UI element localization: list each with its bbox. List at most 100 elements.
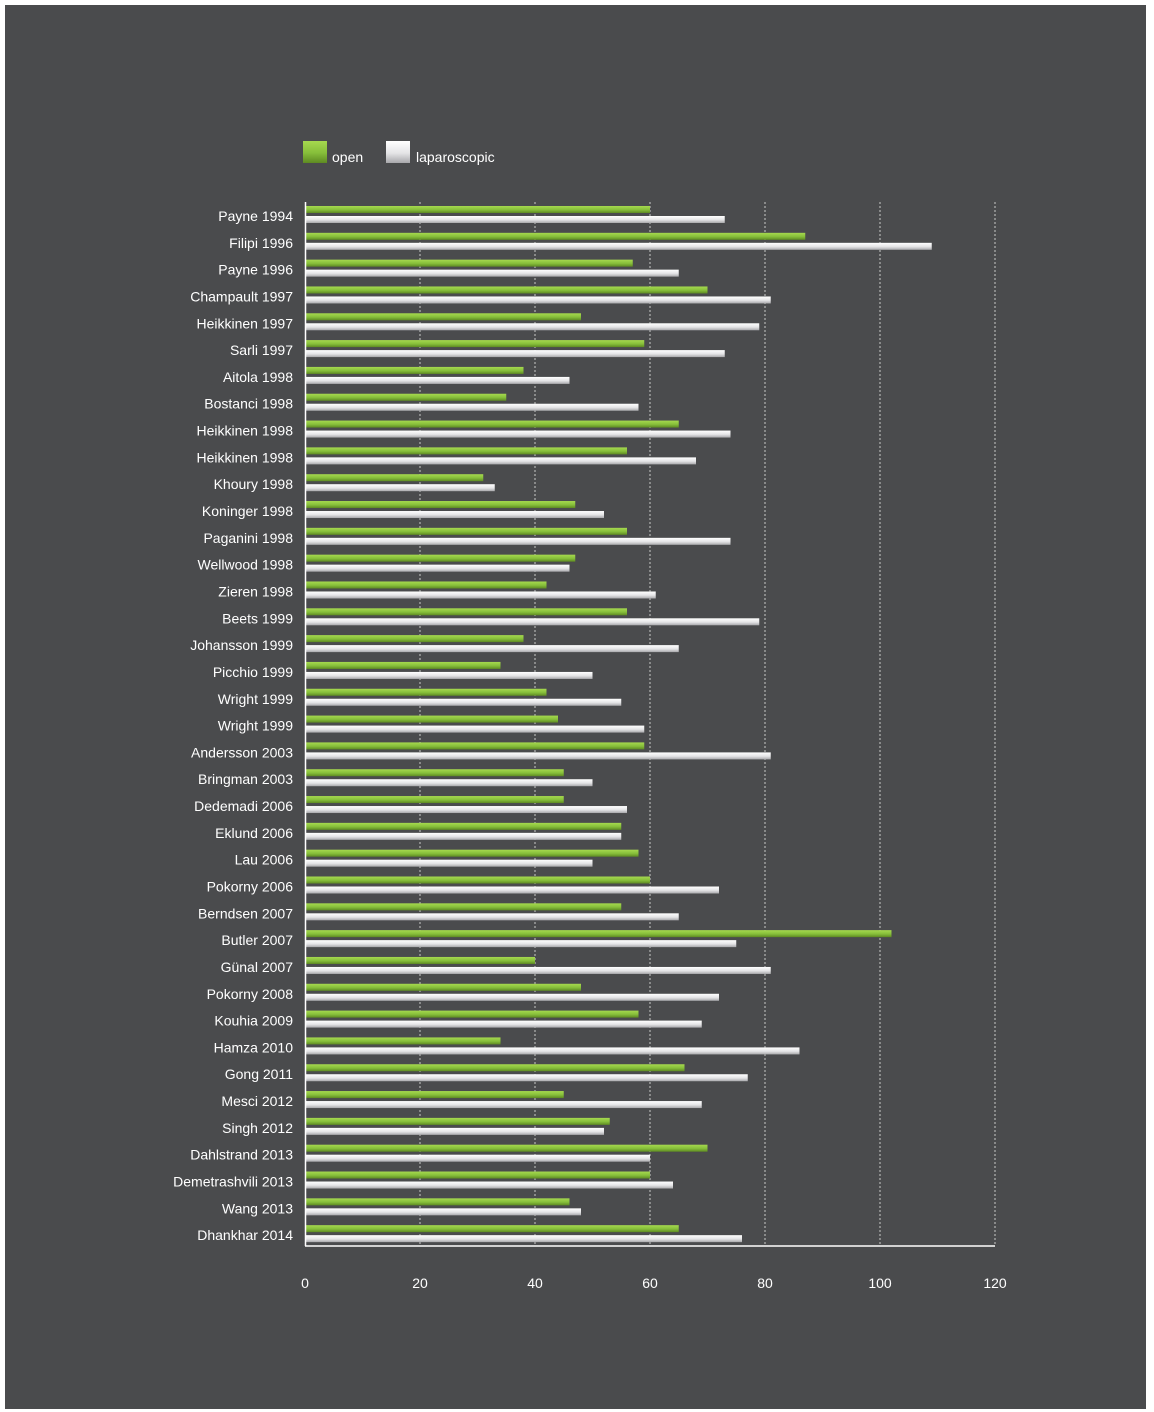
category-label: Heikkinen 1998: [196, 423, 293, 439]
bar-open-3: [305, 286, 708, 294]
x-tick-label: 80: [757, 1275, 773, 1291]
bar-open-37: [305, 1198, 570, 1206]
bar-laparoscopic-37: [305, 1208, 581, 1216]
bar-open-2: [305, 259, 633, 267]
bar-open-18: [305, 688, 547, 696]
category-label: Koninger 1998: [202, 503, 293, 519]
category-label: Eklund 2006: [215, 825, 293, 841]
bar-open-36: [305, 1171, 650, 1179]
category-label: Pokorny 2008: [207, 986, 294, 1002]
bar-open-19: [305, 715, 558, 723]
bar-laparoscopic-11: [305, 511, 604, 519]
bar-open-26: [305, 903, 622, 911]
legend-swatch-laparoscopic: [386, 141, 410, 163]
bar-open-29: [305, 983, 581, 991]
category-label: Khoury 1998: [214, 476, 294, 492]
category-label: Wright 1999: [218, 718, 293, 734]
legend-swatch-open: [303, 141, 327, 163]
bar-laparoscopic-36: [305, 1181, 673, 1189]
category-label: Berndsen 2007: [198, 905, 293, 921]
bar-open-25: [305, 876, 650, 884]
category-label: Aitola 1998: [223, 369, 293, 385]
bar-open-28: [305, 956, 535, 964]
bar-open-27: [305, 930, 892, 938]
bar-open-0: [305, 206, 650, 213]
bar-laparoscopic-5: [305, 350, 725, 358]
category-label: Picchio 1999: [213, 664, 293, 680]
x-tick-label: 60: [642, 1275, 658, 1291]
bar-laparoscopic-6: [305, 376, 570, 384]
bar-laparoscopic-12: [305, 537, 731, 545]
bar-laparoscopic-32: [305, 1074, 748, 1082]
bar-laparoscopic-0: [305, 216, 725, 223]
bar-laparoscopic-31: [305, 1047, 800, 1055]
category-label: Sarli 1997: [230, 342, 293, 358]
bar-laparoscopic-13: [305, 564, 570, 572]
bar-open-30: [305, 1010, 639, 1018]
category-label: Johansson 1999: [190, 637, 293, 653]
category-label: Wellwood 1998: [198, 557, 294, 573]
bar-open-23: [305, 822, 622, 830]
category-label: Pokorny 2006: [207, 879, 294, 895]
bar-laparoscopic-25: [305, 886, 719, 894]
bar-open-32: [305, 1064, 685, 1072]
category-label: Singh 2012: [222, 1120, 293, 1136]
bar-laparoscopic-8: [305, 430, 731, 438]
bar-open-12: [305, 527, 627, 535]
category-labels: Payne 1994 Filipi 1996 Payne 1996 Champault…: [173, 208, 293, 1243]
category-label: Zieren 1998: [218, 583, 293, 599]
bar-open-38: [305, 1225, 679, 1233]
bar-open-22: [305, 796, 564, 804]
bar-laparoscopic-21: [305, 779, 593, 787]
category-label: Paganini 1998: [203, 530, 293, 546]
x-axis: [304, 202, 995, 1247]
bar-laparoscopic-26: [305, 913, 679, 921]
bar-open-33: [305, 1091, 564, 1099]
bar-laparoscopic-27: [305, 940, 737, 948]
bar-laparoscopic-34: [305, 1127, 604, 1135]
category-label: Heikkinen 1997: [196, 315, 293, 331]
bar-laparoscopic-2: [305, 269, 679, 277]
category-label: Dahlstrand 2013: [190, 1147, 293, 1163]
bar-open-24: [305, 849, 639, 857]
category-label: Butler 2007: [221, 932, 293, 948]
legend-label: laparoscopic: [416, 149, 495, 165]
category-label: Bringman 2003: [198, 771, 293, 787]
bar-laparoscopic-19: [305, 725, 645, 733]
bar-laparoscopic-7: [305, 403, 639, 411]
bar-laparoscopic-24: [305, 859, 593, 867]
bar-open-7: [305, 393, 507, 401]
category-label: Payne 1996: [218, 262, 293, 278]
category-label: Wang 2013: [222, 1200, 293, 1216]
bar-open-1: [305, 232, 806, 240]
category-label: Heikkinen 1998: [196, 449, 293, 465]
bar-open-31: [305, 1037, 501, 1045]
bar-open-14: [305, 581, 547, 589]
bar-open-35: [305, 1144, 708, 1152]
bar-laparoscopic-1: [305, 242, 932, 250]
bar-open-34: [305, 1117, 610, 1125]
legend: open laparoscopic: [303, 141, 495, 165]
bar-open-17: [305, 661, 501, 669]
bar-laparoscopic-4: [305, 323, 760, 331]
bar-laparoscopic-18: [305, 698, 622, 706]
bar-laparoscopic-15: [305, 618, 760, 626]
category-label: Mesci 2012: [221, 1093, 293, 1109]
category-label: Gong 2011: [225, 1066, 293, 1082]
bar-open-4: [305, 313, 581, 321]
tick-labels: 0 20 40 60 80 100 120: [301, 1275, 1007, 1291]
bar-open-20: [305, 742, 645, 750]
bars: [305, 206, 932, 1243]
gridlines: [419, 202, 996, 1246]
bar-open-10: [305, 474, 484, 482]
category-label: Dedemadi 2006: [194, 798, 293, 814]
bar-laparoscopic-28: [305, 966, 771, 974]
bar-open-11: [305, 501, 576, 509]
x-tick-label: 40: [527, 1275, 543, 1291]
x-tick-label: 20: [412, 1275, 428, 1291]
category-label: Lau 2006: [235, 852, 294, 868]
bar-laparoscopic-14: [305, 591, 656, 599]
category-label: Filipi 1996: [229, 235, 293, 251]
bar-open-5: [305, 340, 645, 348]
